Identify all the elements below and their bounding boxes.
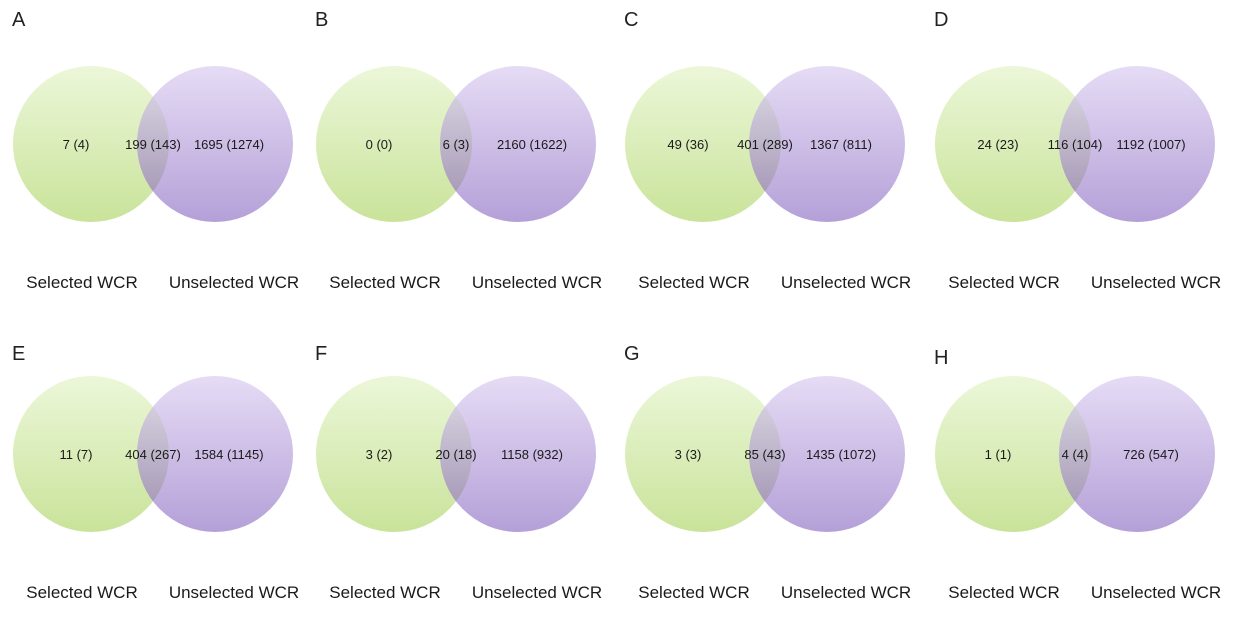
overlap-region [1059, 406, 1091, 502]
set-label-unselected: Unselected WCR [169, 273, 299, 292]
count-selected-only: 49 (36) [667, 137, 708, 152]
set-circle-selected [625, 376, 781, 532]
venn-panel-h: H 1 (1) 4 (4) 726 (547) Selected WCR Unselect… [934, 347, 1221, 602]
set-label-unselected: Unselected WCR [169, 583, 299, 602]
set-label-selected: Selected WCR [638, 583, 749, 602]
set-label-selected: Selected WCR [948, 273, 1059, 292]
overlap-region [440, 96, 472, 192]
panel-letter: F [315, 343, 327, 365]
set-circle-selected [625, 66, 781, 222]
set-label-selected: Selected WCR [329, 583, 440, 602]
set-circle-unselected [440, 376, 596, 532]
venn-panel-e: E 11 (7) 404 (267) 1584 (1145) Selected WCR U… [12, 343, 299, 602]
set-circle-unselected [137, 376, 293, 532]
count-unselected-only: 726 (547) [1123, 447, 1179, 462]
set-circle-selected [13, 66, 169, 222]
count-selected-only: 11 (7) [60, 447, 93, 462]
count-unselected-only: 1158 (932) [501, 447, 563, 462]
panel-letter: G [624, 343, 640, 365]
set-label-unselected: Unselected WCR [472, 583, 602, 602]
set-circle-unselected [1059, 376, 1215, 532]
count-selected-only: 1 (1) [985, 447, 1012, 462]
set-circle-selected [13, 376, 169, 532]
set-label-unselected: Unselected WCR [472, 273, 602, 292]
set-circle-unselected [749, 66, 905, 222]
count-selected-only: 0 (0) [366, 137, 393, 152]
count-selected-only: 24 (23) [977, 137, 1018, 152]
overlap-region [136, 96, 169, 192]
set-circle-unselected [137, 66, 293, 222]
count-overlap: 85 (43) [744, 447, 785, 462]
count-unselected-only: 1584 (1145) [194, 447, 263, 462]
count-selected-only: 3 (3) [675, 447, 702, 462]
panel-letter: B [315, 9, 328, 31]
count-unselected-only: 2160 (1622) [497, 137, 567, 152]
count-overlap: 401 (289) [737, 137, 793, 152]
count-overlap: 4 (4) [1062, 447, 1089, 462]
overlap-region [749, 406, 781, 502]
overlap-region [136, 406, 169, 502]
count-unselected-only: 1367 (811) [810, 137, 872, 152]
set-label-selected: Selected WCR [638, 273, 749, 292]
set-label-unselected: Unselected WCR [1091, 583, 1221, 602]
count-unselected-only: 1192 (1007) [1116, 137, 1185, 152]
set-label-unselected: Unselected WCR [781, 583, 911, 602]
set-circle-selected [316, 376, 472, 532]
count-overlap: 116 (104) [1048, 137, 1103, 152]
set-label-selected: Selected WCR [26, 273, 137, 292]
venn-panel-d: D 24 (23) 116 (104) 1192 (1007) Selected WCR… [934, 9, 1221, 292]
venn-panel-c: C 49 (36) 401 (289) 1367 (811) Selected WCR U… [624, 9, 911, 292]
panel-letter: D [934, 9, 948, 31]
set-circle-unselected [440, 66, 596, 222]
count-overlap: 6 (3) [443, 137, 470, 152]
set-circle-selected [316, 66, 472, 222]
panel-letter: E [12, 343, 25, 365]
venn-panel-g: G 3 (3) 85 (43) 1435 (1072) Selected WCR Unse… [624, 343, 911, 602]
set-label-selected: Selected WCR [948, 583, 1059, 602]
set-label-unselected: Unselected WCR [1091, 273, 1221, 292]
count-selected-only: 7 (4) [63, 137, 90, 152]
count-unselected-only: 1435 (1072) [806, 447, 876, 462]
venn-panel-f: F 3 (2) 20 (18) 1158 (932) Selected WCR Unsel… [315, 343, 602, 602]
set-label-unselected: Unselected WCR [781, 273, 911, 292]
set-label-selected: Selected WCR [329, 273, 440, 292]
overlap-region [1059, 96, 1091, 192]
set-label-selected: Selected WCR [26, 583, 137, 602]
set-circle-unselected [1059, 66, 1215, 222]
count-overlap: 20 (18) [435, 447, 476, 462]
panel-letter: A [12, 9, 26, 31]
venn-panel-b: B 0 (0) 6 (3) 2160 (1622) Selected WCR Unsele… [315, 9, 602, 292]
overlap-region [749, 96, 781, 192]
count-overlap: 199 (143) [125, 137, 181, 152]
set-circle-unselected [749, 376, 905, 532]
set-circle-selected [935, 376, 1091, 532]
overlap-region [440, 406, 472, 502]
count-unselected-only: 1695 (1274) [194, 137, 264, 152]
panel-letter: C [624, 9, 638, 31]
count-selected-only: 3 (2) [366, 447, 393, 462]
venn-panel-a: A 7 (4) 199 (143) 1695 (1274) Selected WCR Un… [12, 9, 299, 292]
count-overlap: 404 (267) [125, 447, 181, 462]
set-circle-selected [935, 66, 1091, 222]
panel-letter: H [934, 347, 948, 369]
